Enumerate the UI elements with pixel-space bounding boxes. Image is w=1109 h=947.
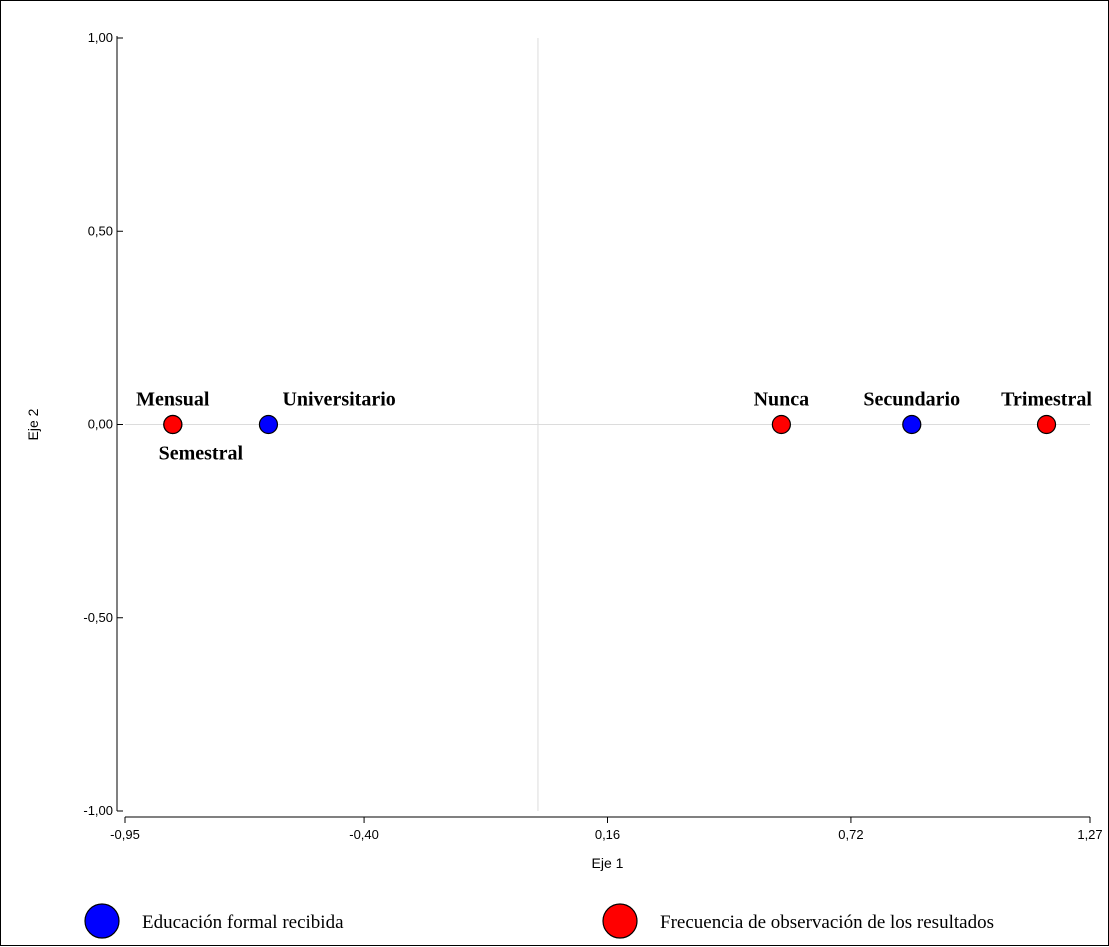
y-axis-title: Eje 2 <box>25 408 41 440</box>
y-tick-label: 0,00 <box>88 417 113 432</box>
x-tick-label: 0,16 <box>595 827 620 842</box>
point-label: Trimestral <box>1001 389 1092 411</box>
y-tick-label: 1,00 <box>88 30 113 45</box>
data-point <box>163 414 183 435</box>
x-tick-label: -0,95 <box>110 827 140 842</box>
data-point <box>258 414 279 435</box>
point-label: Mensual <box>136 389 210 411</box>
legend-label: Frecuencia de observación de los resulta… <box>660 912 994 933</box>
x-tick-label: -0,40 <box>349 827 379 842</box>
legend-marker <box>602 903 638 939</box>
x-axis-title: Eje 1 <box>592 855 624 871</box>
point-label: Semestral <box>159 443 244 465</box>
data-point <box>902 414 922 435</box>
x-tick-label: 0,72 <box>838 827 863 842</box>
y-tick-label: -0,50 <box>83 610 113 625</box>
data-point <box>771 414 791 435</box>
point-label: Universitario <box>282 389 395 411</box>
point-label: Nunca <box>754 389 810 411</box>
legend-label: Educación formal recibida <box>142 912 344 933</box>
x-tick-label: 1,27 <box>1077 827 1102 842</box>
point-label: Secundario <box>863 389 960 411</box>
data-point <box>1036 414 1057 435</box>
y-tick-label: -1,00 <box>83 803 113 818</box>
y-tick-label: 0,50 <box>88 223 113 238</box>
legend-marker <box>84 903 120 939</box>
